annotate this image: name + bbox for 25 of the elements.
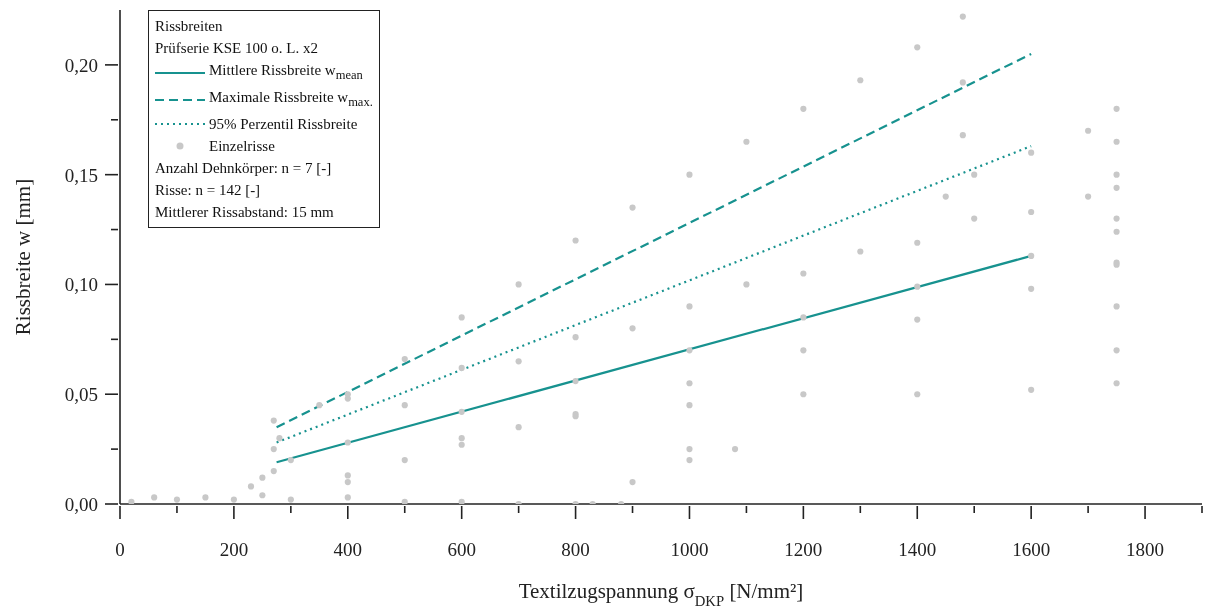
y-tick-label: 0,15 [64, 164, 98, 186]
x-tick-label: 1800 [1126, 539, 1165, 560]
x-tick-label: 400 [333, 539, 363, 560]
y-tick-label: 0,20 [64, 54, 98, 76]
y-tick-label: 0,00 [64, 494, 98, 515]
legend-label: 95% Perzentil Rissbreite [209, 115, 358, 134]
x-tick-label: 1200 [784, 539, 823, 560]
annotation: Anzahl Dehnkörper: n = 7 [-] [155, 159, 333, 178]
x-tick-label: 1000 [670, 539, 709, 560]
x-tick-label: 600 [447, 539, 476, 560]
x-tick-label: 800 [561, 539, 590, 560]
annotation: Mittlerer Rissabstand: 15 mm [155, 203, 335, 222]
annotation: Risse: n = 142 [-] [155, 181, 262, 200]
x-tick-label: 200 [219, 539, 249, 560]
x-tick-label: 1400 [898, 539, 937, 560]
y-tick-label: 0,10 [64, 274, 98, 296]
legend-label: Einzelrisse [209, 137, 275, 156]
y-tick-label: 0,05 [64, 384, 98, 406]
legend-title: Rissbreiten Prüfserie KSE 100 o. L. x2 [155, 17, 319, 58]
legend-label: Mittlere Rissbreite w$_{mean}$ [209, 61, 363, 84]
x-tick-label: 0 [115, 539, 125, 560]
x-axis-title: Textilzugspannung σ$_{DKP}$ [N/mm²] [518, 579, 804, 609]
y-axis-title: Rissbreite w [mm] [11, 178, 35, 336]
x-tick-label: 1600 [1012, 539, 1051, 560]
legend-label: Maximale Rissbreite w$_{max.}$ [209, 88, 373, 111]
